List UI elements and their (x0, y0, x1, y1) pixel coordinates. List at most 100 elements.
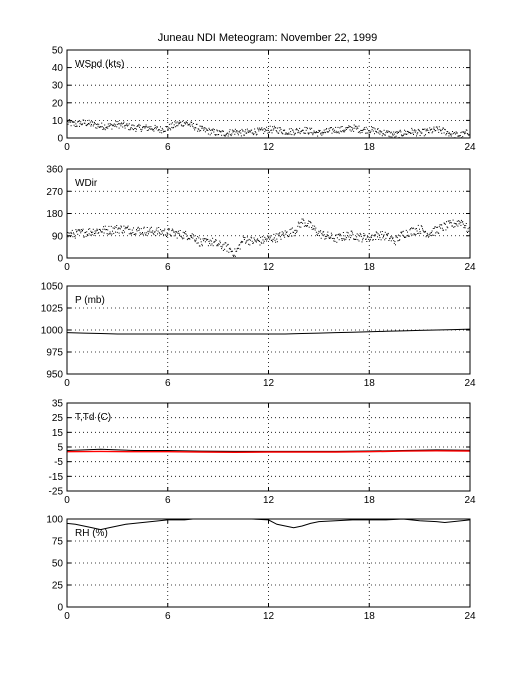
data-point (393, 242, 395, 244)
data-point (210, 130, 212, 131)
data-point (399, 129, 401, 131)
x-tick-label: 18 (364, 611, 376, 622)
data-point (257, 127, 259, 129)
data-point (171, 126, 173, 128)
data-point (361, 241, 363, 243)
data-point (101, 126, 103, 128)
data-point (283, 130, 285, 132)
data-point (233, 254, 235, 256)
data-point (459, 135, 461, 136)
data-point (288, 236, 290, 237)
data-point (423, 231, 425, 233)
panel-2: 0 90 180 270 360 0 6 12 18 24 WDir (46, 165, 476, 274)
data-point (284, 236, 286, 238)
data-point (132, 232, 134, 233)
data-point (86, 234, 88, 235)
data-point (390, 236, 392, 238)
data-point (348, 126, 350, 128)
data-point (356, 128, 358, 130)
data-point (308, 220, 310, 222)
data-point (86, 231, 88, 233)
data-point (284, 129, 286, 131)
data-point (393, 240, 395, 242)
data-point (212, 128, 214, 130)
data-point (321, 131, 323, 133)
data-point (411, 127, 413, 129)
y-tick-label: 50 (52, 46, 64, 57)
panel-4: -25 -15 -5 5 15 25 35 0 6 12 18 24 T,Td (C) (49, 399, 476, 507)
data-point (290, 228, 292, 230)
data-point (269, 131, 271, 133)
data-point (169, 233, 171, 235)
data-point (112, 124, 113, 126)
data-point (389, 131, 390, 133)
data-point (305, 129, 307, 131)
data-point (312, 225, 314, 227)
data-point (73, 124, 75, 126)
data-point (287, 235, 289, 236)
data-point (294, 132, 296, 134)
data-point (109, 125, 110, 127)
data-point (74, 235, 76, 237)
data-point (183, 125, 185, 126)
data-point (67, 123, 69, 125)
data-point (328, 128, 330, 130)
data-point (377, 128, 379, 130)
data-point (279, 236, 281, 238)
data-point (83, 236, 85, 238)
data-point (219, 130, 221, 132)
data-point (273, 237, 275, 239)
data-point (384, 231, 386, 233)
data-point (122, 123, 124, 124)
data-point (380, 239, 382, 241)
data-point (164, 228, 166, 230)
data-point (386, 234, 388, 236)
data-point (453, 133, 455, 135)
data-point (411, 228, 413, 230)
data-point (374, 235, 375, 237)
data-point (108, 125, 110, 127)
data-point (365, 238, 367, 240)
data-point (237, 247, 239, 249)
data-point (176, 231, 178, 233)
data-point (359, 131, 361, 133)
data-point (261, 236, 263, 238)
data-point (96, 127, 98, 129)
data-point (450, 222, 452, 224)
data-point (325, 237, 327, 239)
data-point (465, 225, 467, 227)
data-point (256, 133, 258, 135)
data-point (406, 235, 408, 237)
data-point (295, 229, 297, 231)
data-point (246, 128, 248, 130)
data-point (178, 121, 180, 123)
data-point (79, 230, 81, 232)
data-point (463, 227, 465, 229)
data-point (148, 231, 150, 233)
data-point (249, 131, 251, 133)
data-point (429, 233, 431, 235)
data-point (372, 130, 374, 132)
data-point (278, 235, 280, 237)
data-point (203, 129, 205, 131)
data-point (377, 233, 379, 235)
data-point (408, 131, 410, 133)
data-point (197, 242, 199, 244)
data-point (362, 129, 364, 131)
data-point (246, 240, 248, 242)
data-point (366, 132, 368, 134)
data-point (151, 226, 152, 228)
data-point (422, 229, 424, 231)
data-point (362, 130, 364, 132)
data-point (85, 120, 86, 122)
data-point (420, 232, 422, 234)
data-point (155, 126, 157, 128)
data-point (407, 130, 408, 132)
data-point (431, 128, 432, 130)
data-point (353, 124, 355, 126)
data-point (140, 233, 142, 235)
data-point (332, 129, 334, 131)
data-point (203, 128, 205, 130)
data-point (396, 235, 398, 237)
data-point (97, 229, 98, 231)
